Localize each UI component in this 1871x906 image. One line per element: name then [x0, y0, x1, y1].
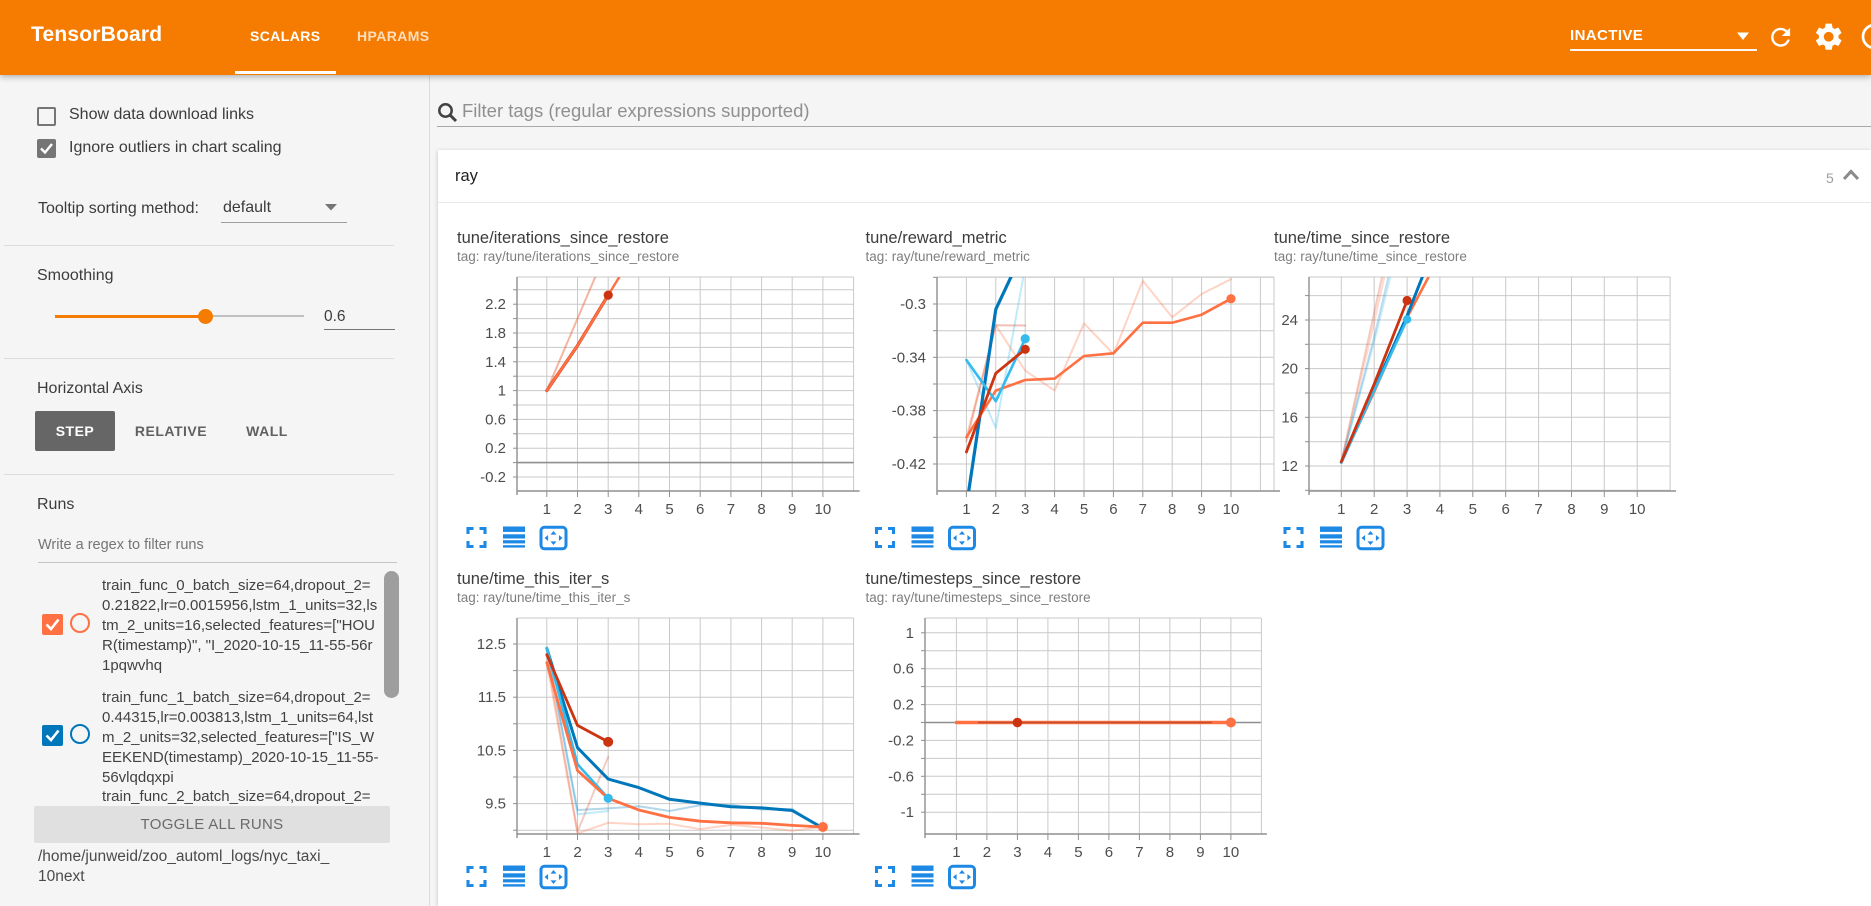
svg-text:2.2: 2.2 [485, 296, 506, 313]
svg-text:3: 3 [1403, 501, 1411, 518]
svg-text:1: 1 [543, 844, 551, 861]
svg-text:0.2: 0.2 [893, 697, 914, 714]
svg-text:3: 3 [604, 501, 612, 518]
svg-text:10: 10 [815, 501, 832, 518]
svg-text:9: 9 [1196, 844, 1204, 861]
svg-text:0.2: 0.2 [485, 440, 506, 457]
svg-text:-0.38: -0.38 [892, 403, 926, 420]
svg-text:4: 4 [1044, 844, 1052, 861]
svg-text:12.5: 12.5 [477, 636, 506, 653]
svg-text:10: 10 [1223, 844, 1240, 861]
svg-text:20: 20 [1281, 361, 1298, 378]
svg-text:1: 1 [962, 501, 970, 518]
svg-text:tag: ray/tune/timesteps_since_: tag: ray/tune/timesteps_since_restore [866, 590, 1091, 605]
svg-text:9: 9 [1197, 501, 1205, 518]
svg-text:6: 6 [1109, 501, 1117, 518]
svg-text:2: 2 [573, 501, 581, 518]
svg-text:2: 2 [1370, 501, 1378, 518]
svg-text:8: 8 [1567, 501, 1575, 518]
svg-text:4: 4 [1436, 501, 1444, 518]
svg-text:10: 10 [1223, 501, 1240, 518]
svg-text:9.5: 9.5 [485, 796, 506, 813]
svg-text:6: 6 [1105, 844, 1113, 861]
svg-text:2: 2 [983, 844, 991, 861]
svg-text:7: 7 [1135, 844, 1143, 861]
svg-text:3: 3 [1021, 501, 1029, 518]
svg-text:7: 7 [727, 844, 735, 861]
svg-text:0.6: 0.6 [893, 661, 914, 678]
svg-text:24: 24 [1281, 312, 1298, 329]
svg-text:tune/iterations_since_restore: tune/iterations_since_restore [457, 229, 669, 247]
svg-text:-0.2: -0.2 [480, 469, 506, 486]
svg-text:7: 7 [1534, 501, 1542, 518]
svg-text:tune/timesteps_since_restore: tune/timesteps_since_restore [866, 570, 1082, 588]
svg-text:tag: ray/tune/time_since_resto: tag: ray/tune/time_since_restore [1274, 249, 1467, 264]
svg-text:6: 6 [696, 844, 704, 861]
svg-text:1.8: 1.8 [485, 325, 506, 342]
svg-text:tune/time_since_restore: tune/time_since_restore [1274, 229, 1450, 247]
svg-text:1: 1 [498, 383, 506, 400]
svg-text:9: 9 [788, 844, 796, 861]
svg-text:10.5: 10.5 [477, 742, 506, 759]
svg-text:5: 5 [1080, 501, 1088, 518]
svg-text:1: 1 [1337, 501, 1345, 518]
svg-text:11.5: 11.5 [478, 689, 506, 706]
svg-text:tune/reward_metric: tune/reward_metric [866, 229, 1007, 247]
svg-text:0.6: 0.6 [485, 411, 506, 428]
svg-text:5: 5 [1469, 501, 1477, 518]
svg-text:tag: ray/tune/iterations_since: tag: ray/tune/iterations_since_restore [457, 249, 679, 264]
svg-text:1: 1 [906, 625, 914, 642]
svg-text:5: 5 [665, 501, 673, 518]
svg-text:4: 4 [635, 501, 643, 518]
svg-text:3: 3 [604, 844, 612, 861]
svg-text:6: 6 [696, 501, 704, 518]
svg-text:1.4: 1.4 [485, 354, 506, 371]
svg-text:-0.2: -0.2 [888, 732, 914, 749]
svg-text:1: 1 [543, 501, 551, 518]
svg-text:-0.34: -0.34 [892, 349, 926, 366]
svg-text:8: 8 [1166, 844, 1174, 861]
svg-text:9: 9 [1600, 501, 1608, 518]
svg-text:4: 4 [635, 844, 643, 861]
svg-text:10: 10 [1629, 501, 1646, 518]
svg-text:2: 2 [992, 501, 1000, 518]
svg-text:8: 8 [1168, 501, 1176, 518]
svg-text:8: 8 [757, 844, 765, 861]
svg-text:-0.6: -0.6 [888, 768, 914, 785]
svg-text:7: 7 [1139, 501, 1147, 518]
svg-text:9: 9 [788, 501, 796, 518]
svg-text:tag: ray/tune/reward_metric: tag: ray/tune/reward_metric [866, 249, 1031, 264]
svg-text:16: 16 [1281, 409, 1298, 426]
svg-text:3: 3 [1013, 844, 1021, 861]
svg-text:7: 7 [727, 501, 735, 518]
svg-text:6: 6 [1502, 501, 1510, 518]
svg-text:12: 12 [1281, 458, 1298, 475]
svg-text:8: 8 [757, 501, 765, 518]
svg-text:tune/time_this_iter_s: tune/time_this_iter_s [457, 570, 609, 588]
svg-text:5: 5 [665, 844, 673, 861]
svg-text:-0.3: -0.3 [900, 296, 926, 313]
svg-text:4: 4 [1050, 501, 1058, 518]
svg-text:1: 1 [952, 844, 960, 861]
svg-text:5: 5 [1074, 844, 1082, 861]
svg-text:2: 2 [573, 844, 581, 861]
svg-text:-0.42: -0.42 [892, 456, 926, 473]
svg-text:10: 10 [815, 844, 832, 861]
svg-text:tag: ray/tune/time_this_iter_s: tag: ray/tune/time_this_iter_s [457, 590, 631, 605]
svg-text:-1: -1 [901, 804, 914, 821]
